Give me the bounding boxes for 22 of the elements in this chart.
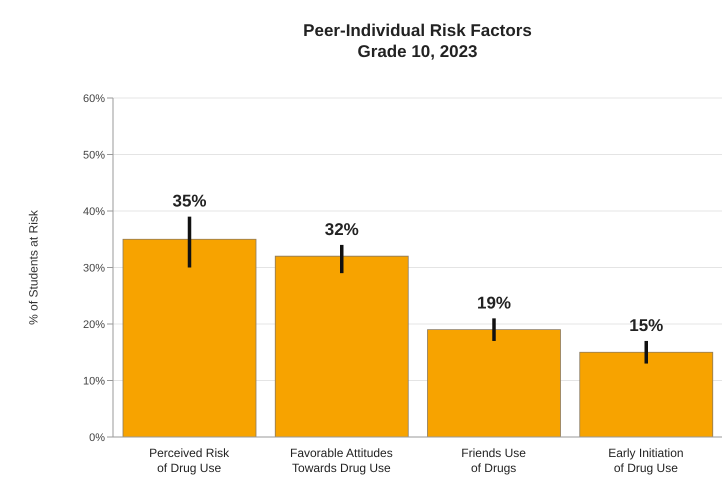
x-tick-label: Favorable Attitudes Towards Drug Use — [290, 446, 393, 475]
y-tick-label: 60% — [82, 92, 106, 105]
y-tick-label: 30% — [82, 262, 106, 274]
data-label: 32% — [324, 220, 359, 239]
data-label: 19% — [476, 293, 512, 312]
y-axis-title: % of Students at Risk — [26, 209, 40, 325]
bar — [274, 256, 409, 437]
bar — [427, 329, 561, 437]
data-label: 35% — [172, 192, 207, 211]
y-tick-label: 50% — [82, 149, 106, 162]
y-tick-label: 10% — [82, 375, 106, 388]
chart-title: Peer-Individual Risk Factors — [302, 20, 533, 41]
y-tick-label: 0% — [89, 432, 106, 444]
x-tick-label: Early Initiation of Drug Use — [608, 446, 684, 475]
data-label: 15% — [629, 316, 664, 335]
chart-subtitle: Grade 10, 2023 — [356, 41, 479, 62]
y-tick-label: 20% — [82, 318, 106, 331]
bar — [122, 238, 256, 437]
x-tick-label: Perceived Risk of Drug Use — [149, 446, 230, 475]
bar — [579, 352, 714, 437]
y-tick-label: 40% — [82, 206, 106, 218]
x-tick-label: Friends Use of Drugs — [461, 446, 526, 475]
